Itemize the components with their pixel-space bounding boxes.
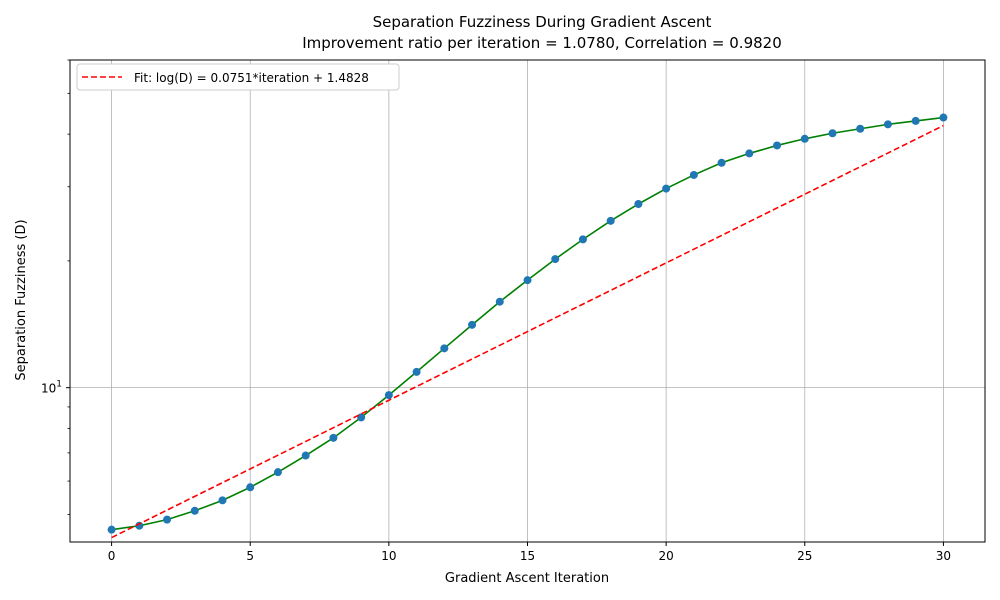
data-point [634,200,643,209]
data-point [357,413,366,422]
data-point [301,451,310,460]
data-point [606,216,615,225]
x-tick-label: 15 [520,549,535,563]
data-point [578,235,587,244]
data-point [773,141,782,150]
y-axis-label: Separation Fuzziness (D) [14,219,29,380]
series-layer [107,113,948,539]
data-point [911,116,920,125]
data-point [523,276,532,285]
data-point [883,120,892,129]
data-point [163,515,172,524]
data-point [828,129,837,138]
x-tick-label: 30 [936,549,951,563]
x-tick-label: 0 [108,549,116,563]
data-point [745,149,754,158]
data-point [218,496,227,505]
data-point [717,158,726,167]
chart-title: Separation Fuzziness During Gradient Asc… [373,13,712,31]
data-point [190,506,199,515]
data-point [273,468,282,477]
chart-subtitle: Improvement ratio per iteration = 1.0780… [302,34,782,52]
x-tick-label: 5 [246,549,254,563]
data-point [939,113,948,122]
legend-fit-label: Fit: log(D) = 0.0751*iteration + 1.4828 [134,71,369,85]
legend: Fit: log(D) = 0.0751*iteration + 1.4828 [76,63,400,91]
legend-box [76,63,400,91]
fit-line [111,124,944,539]
data-point [468,320,477,329]
data-point [800,134,809,143]
data-point [384,391,393,400]
data-point [856,124,865,133]
x-tick-label: 20 [658,549,673,563]
data-point [495,297,504,306]
data-point [689,170,698,179]
data-point [662,184,671,193]
data-point [329,433,338,442]
x-tick-label: 25 [797,549,812,563]
data-point [440,344,449,353]
x-axis-label: Gradient Ascent Iteration [445,571,609,586]
grid [70,60,985,542]
data-point [412,367,421,376]
data-point [246,483,255,492]
ticks: 0 5 10 15 20 25 30 101 [41,59,951,563]
data-point [551,255,560,264]
x-tick-label: 10 [381,549,396,563]
y-tick-label: 101 [41,380,62,396]
data-point [107,525,116,534]
